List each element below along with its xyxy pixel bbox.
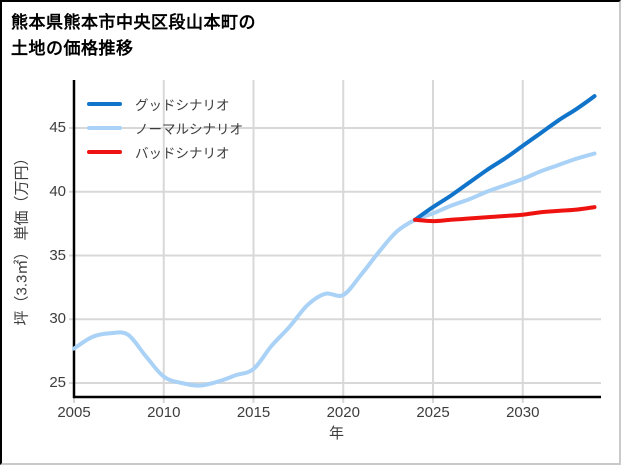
chart-legend: グッドシナリオ ノーマルシナリオ バッドシナリオ — [87, 92, 243, 164]
x-tick-label-2030: 2030 — [506, 404, 540, 421]
title-line-2: 土地の価格推移 — [11, 39, 134, 58]
x-tick-label-2025: 2025 — [416, 404, 450, 421]
series-line-bad-scenario — [413, 205, 597, 224]
legend-label-bad: バッドシナリオ — [135, 146, 230, 161]
series-line-normal-scenario — [72, 151, 597, 388]
x-axis-label: 年 — [328, 425, 344, 442]
y-tick-label-30: 30 — [49, 310, 66, 328]
legend-swatch-good-icon — [87, 102, 122, 106]
series-line-good-scenario — [413, 94, 597, 222]
legend-label-good: グッドシナリオ — [135, 98, 230, 113]
y-tick-label-35: 35 — [49, 246, 66, 264]
y-tick-label-25: 25 — [49, 374, 66, 391]
y-axis-label: 坪（3.3㎡） 単価（万円） — [13, 150, 31, 326]
x-tick-label-2010: 2010 — [147, 404, 181, 421]
legend-item-normal-scenario: ノーマルシナリオ — [87, 116, 243, 140]
legend-swatch-normal-icon — [87, 126, 122, 130]
legend-item-good-scenario: グッドシナリオ — [87, 92, 243, 116]
x-tick-label-2005: 2005 — [57, 404, 91, 421]
x-tick-label-2015: 2015 — [236, 404, 271, 421]
y-tick-label-40: 40 — [49, 182, 66, 200]
x-tick-label-2020: 2020 — [326, 404, 360, 421]
title-line-1: 熊本県熊本市中央区段山本町の — [11, 13, 256, 32]
legend-item-bad-scenario: バッドシナリオ — [87, 140, 243, 164]
y-tick-label-45: 45 — [49, 119, 66, 136]
legend-swatch-bad-icon — [87, 150, 122, 154]
legend-label-normal: ノーマルシナリオ — [135, 122, 243, 137]
page-title: 熊本県熊本市中央区段山本町の 土地の価格推移 — [11, 10, 256, 62]
